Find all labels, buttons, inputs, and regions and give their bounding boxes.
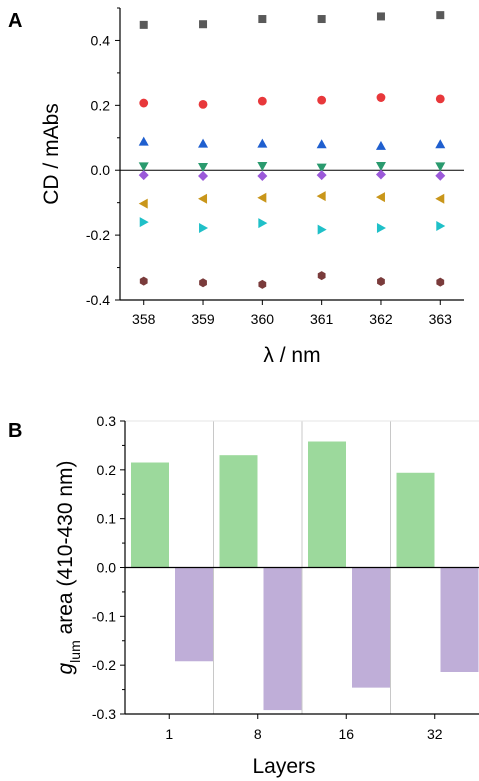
panel-b-negative-bar bbox=[175, 567, 213, 662]
panel-a-x-tick-label: 363 bbox=[429, 311, 453, 327]
panel-a-point-series-6 bbox=[198, 193, 208, 204]
panel-b-positive-bar bbox=[396, 472, 435, 568]
panel-a-point-series-5 bbox=[435, 170, 446, 181]
panel-a-point-series-3 bbox=[257, 138, 268, 148]
panel-a-point-series-4 bbox=[375, 162, 386, 172]
panel-a-y-axis-title: CD / mAbs bbox=[40, 103, 63, 205]
panel-a-x-tick-label: 359 bbox=[191, 311, 215, 327]
panel-a-point-series-4 bbox=[138, 162, 149, 172]
panel-b-y-tick-label: 0.3 bbox=[97, 413, 117, 429]
panel-a-point-series-5 bbox=[375, 169, 386, 180]
panel-b-positive-bar bbox=[131, 462, 169, 568]
panel-a-chart: 0.4 0.2 0.0 -0.2 -0.4 358 359 360 361 362 363 λ / … bbox=[40, 7, 464, 367]
panel-b-negative-bar bbox=[440, 567, 479, 673]
panel-a-point-series-7 bbox=[376, 222, 386, 233]
panel-a-ticks: 0.4 0.2 0.0 -0.2 -0.4 358 359 360 361 362 363 bbox=[86, 7, 453, 327]
panel-a-point-series-3 bbox=[316, 139, 327, 149]
panel-a-y-tick-label: -0.2 bbox=[86, 227, 110, 243]
panel-a-point-series-6 bbox=[435, 193, 445, 204]
panel-a-y-tick-label: -0.4 bbox=[86, 292, 110, 308]
panel-a-point-series-2 bbox=[317, 95, 327, 105]
panel-a-point-series-5 bbox=[198, 171, 209, 182]
panel-a-data-points bbox=[138, 11, 446, 289]
panel-a-point-series-7 bbox=[317, 224, 327, 235]
panel-a-point-series-2 bbox=[198, 99, 208, 109]
panel-a-axes bbox=[119, 8, 464, 301]
panel-a-x-tick-label: 361 bbox=[310, 311, 334, 327]
panel-a-point-series-6 bbox=[138, 198, 148, 209]
panel-b-x-tick-label: 1 bbox=[165, 726, 173, 742]
panel-a-point-series-4 bbox=[198, 162, 209, 172]
panel-b-y-title-subscript: lum bbox=[67, 640, 83, 663]
panel-a-x-tick-label: 358 bbox=[132, 311, 156, 327]
panel-a-point-series-1 bbox=[376, 12, 385, 21]
panel-a-point-series-2 bbox=[139, 98, 149, 108]
panel-b-y-tick-label: -0.1 bbox=[92, 608, 116, 624]
panel-a-point-series-7 bbox=[139, 217, 149, 228]
panel-a-point-series-5 bbox=[138, 170, 149, 181]
panel-a-point-series-7 bbox=[258, 218, 268, 229]
panel-b-x-axis-title: Layers bbox=[252, 755, 315, 778]
panel-a-point-series-4 bbox=[435, 162, 446, 172]
panel-a-y-tick-label: 0.0 bbox=[91, 162, 111, 178]
panel-b-ticks: 0.3 0.2 0.1 0.0 -0.1 -0.2 -0.3 1 8 16 32 bbox=[92, 413, 443, 742]
panel-a-point-series-6 bbox=[316, 191, 326, 202]
panel-b-positive-bar bbox=[308, 441, 346, 568]
panel-a-point-series-1 bbox=[436, 11, 445, 20]
panel-a-point-series-2 bbox=[257, 96, 267, 106]
panel-b-y-title-g: g bbox=[54, 663, 77, 675]
panel-a-y-tick-label: 0.2 bbox=[91, 97, 111, 113]
panel-a-point-series-4 bbox=[316, 163, 327, 173]
panel-b-chart: 0.3 0.2 0.1 0.0 -0.1 -0.2 -0.3 1 8 16 32 Layers gl… bbox=[54, 413, 479, 778]
panel-b-y-tick-label: -0.2 bbox=[92, 657, 116, 673]
panel-b-y-title-rest: area (410-430 nm) bbox=[54, 460, 77, 640]
panel-b-y-axis-title: glum area (410-430 nm) bbox=[54, 460, 83, 674]
panel-label-b: B bbox=[8, 420, 22, 442]
panel-a-point-series-7 bbox=[436, 221, 446, 232]
panel-label-a: A bbox=[8, 10, 22, 32]
panel-b-x-tick-label: 8 bbox=[254, 726, 262, 742]
panel-a-x-tick-label: 362 bbox=[369, 311, 393, 327]
panel-a-point-series-8 bbox=[436, 277, 445, 287]
panel-a-point-series-6 bbox=[257, 192, 267, 203]
panel-b-bars bbox=[131, 441, 479, 711]
panel-a-point-series-8 bbox=[377, 277, 385, 287]
panel-b-y-tick-label: 0.1 bbox=[97, 511, 117, 527]
panel-a-point-series-4 bbox=[257, 162, 268, 172]
panel-a-y-tick-label: 0.4 bbox=[91, 32, 111, 48]
panel-b-x-tick-label: 16 bbox=[338, 726, 354, 742]
panel-a-point-series-8 bbox=[199, 278, 207, 288]
panel-a-point-series-5 bbox=[257, 171, 268, 182]
panel-b-x-tick-label: 32 bbox=[427, 726, 443, 742]
panel-a-point-series-1 bbox=[199, 20, 208, 29]
panel-a-point-series-1 bbox=[139, 20, 148, 29]
panel-a-x-axis-title: λ / nm bbox=[263, 344, 320, 367]
panel-a-point-series-3 bbox=[198, 138, 209, 148]
panel-b-y-tick-label: -0.3 bbox=[92, 706, 116, 722]
panel-a-point-series-8 bbox=[317, 271, 326, 281]
panel-a-point-series-2 bbox=[376, 93, 386, 102]
panel-b-y-tick-label: 0.0 bbox=[97, 560, 117, 576]
panel-a-point-series-6 bbox=[375, 192, 385, 203]
panel-a-point-series-8 bbox=[258, 279, 267, 289]
panel-a-point-series-7 bbox=[199, 222, 209, 233]
panel-a-point-series-5 bbox=[316, 170, 327, 181]
panel-a-point-series-3 bbox=[435, 139, 446, 149]
panel-a-x-tick-label: 360 bbox=[251, 311, 275, 327]
panel-a-point-series-3 bbox=[138, 136, 149, 146]
panel-a-point-series-3 bbox=[375, 140, 386, 150]
panel-b-negative-bar bbox=[352, 567, 390, 688]
panel-a-point-series-1 bbox=[317, 15, 326, 24]
panel-b-negative-bar bbox=[263, 567, 302, 711]
panel-a-point-series-8 bbox=[139, 276, 148, 286]
panel-b-positive-bar bbox=[219, 455, 258, 568]
panel-a-point-series-1 bbox=[258, 15, 267, 24]
panel-a-point-series-2 bbox=[435, 94, 445, 104]
panel-b-y-tick-label: 0.2 bbox=[97, 462, 117, 478]
